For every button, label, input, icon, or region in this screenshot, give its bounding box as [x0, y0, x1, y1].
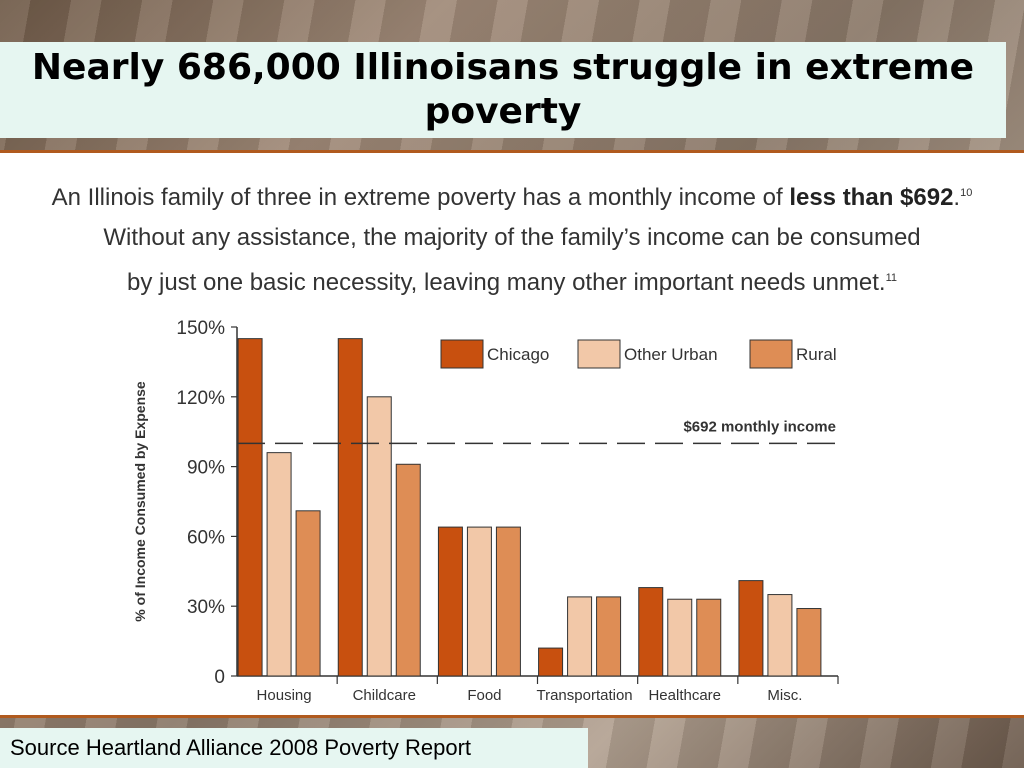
x-tick-label: Food — [467, 687, 501, 704]
bar — [596, 596, 622, 677]
intro-highlight: less than $692 — [789, 184, 954, 211]
y-tick-label: 90% — [187, 458, 225, 479]
bar — [295, 510, 321, 677]
intro-line-1: An Illinois family of three in extreme p… — [40, 173, 984, 218]
intro-line-1-end: . — [953, 184, 961, 211]
x-tick-label: Housing — [257, 687, 312, 704]
footnote-ref-10: 10 — [960, 187, 973, 199]
slide-title: Nearly 686,000 Illinoisans struggle in e… — [31, 47, 975, 132]
reference-line-label: $692 monthly income — [683, 418, 836, 435]
x-tick-label: Childcare — [353, 687, 416, 704]
bar — [667, 598, 693, 677]
legend-label: Rural — [796, 345, 837, 364]
bar — [638, 587, 664, 677]
bottom-divider — [0, 715, 1024, 718]
y-axis-label: % of Income Consumed by Expense — [132, 381, 148, 622]
legend-swatch — [749, 339, 793, 369]
source-banner: Source Heartland Alliance 2008 Poverty R… — [0, 728, 588, 768]
bar — [738, 580, 764, 677]
y-tick-label: 120% — [176, 388, 225, 409]
legend-swatch — [577, 339, 621, 369]
intro-line-3: by just one basic necessity, leaving man… — [40, 258, 984, 303]
bar-chart: 0 30% 60% 90% 120% 150% % of Income Consumed b… — [132, 318, 839, 704]
footnote-ref-11: 11 — [885, 272, 898, 284]
source-citation: Source Heartland Alliance 2008 Poverty R… — [10, 735, 472, 760]
legend-swatch — [440, 339, 484, 369]
y-tick-label: 60% — [187, 527, 225, 548]
bar — [337, 338, 363, 677]
intro-text: An Illinois family of three in extreme p… — [40, 173, 984, 303]
intro-line-2: Without any assistance, the majority of … — [103, 224, 921, 251]
bar — [796, 608, 822, 677]
bar — [437, 526, 463, 677]
bar — [767, 594, 793, 677]
intro-line-3-text: by just one basic necessity, leaving man… — [126, 269, 886, 296]
bar — [538, 647, 564, 677]
y-tick-label: 150% — [176, 318, 225, 339]
legend-label: Other Urban — [624, 345, 718, 364]
bar — [237, 338, 263, 677]
legend-label: Chicago — [487, 345, 549, 364]
bar — [366, 396, 392, 677]
y-tick-label: 0 — [214, 667, 225, 688]
bar — [567, 596, 593, 677]
x-tick-label: Healthcare — [648, 687, 721, 704]
bar — [466, 526, 492, 677]
intro-line-1-text: An Illinois family of three in extreme p… — [51, 184, 790, 211]
bar — [266, 452, 292, 677]
bar — [696, 598, 722, 677]
title-banner: Nearly 686,000 Illinoisans struggle in e… — [0, 42, 1006, 138]
top-divider — [0, 150, 1024, 153]
y-tick-label: 30% — [187, 597, 225, 618]
bar — [395, 463, 421, 677]
x-tick-label: Transportation — [536, 687, 632, 704]
x-tick-label: Misc. — [767, 687, 802, 704]
bar — [495, 526, 521, 677]
